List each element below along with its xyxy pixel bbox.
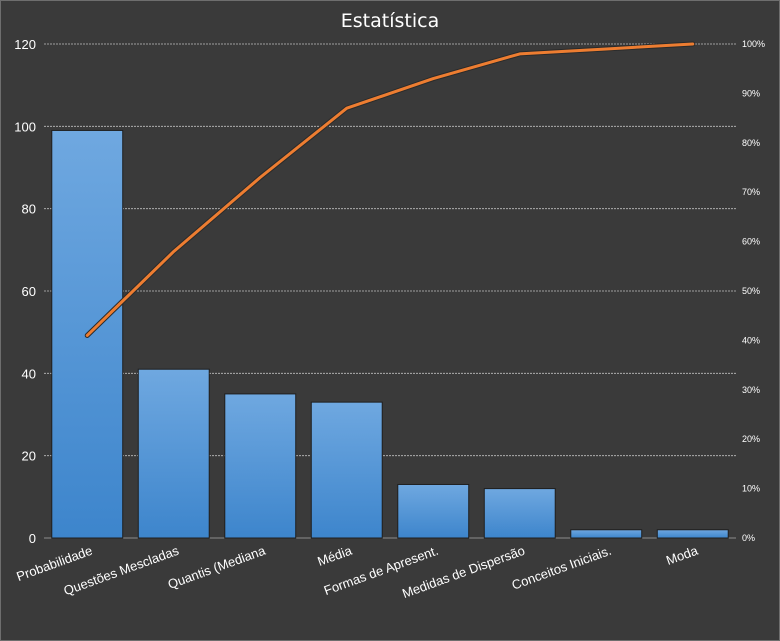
left-tick-label: 80 xyxy=(22,202,36,217)
right-axis-ticks: 0% 10% 20% 30% 40% 50% 60% 70% 80% 90% 100% xyxy=(742,39,765,543)
right-tick-label: 100% xyxy=(742,39,765,49)
cumulative-line-path xyxy=(85,42,695,337)
bar xyxy=(397,483,470,539)
left-tick-label: 100 xyxy=(14,119,36,134)
bar xyxy=(310,401,383,539)
right-tick-label: 30% xyxy=(742,385,760,395)
right-tick-label: 60% xyxy=(742,237,760,247)
right-tick-label: 70% xyxy=(742,187,760,197)
bar xyxy=(224,393,297,539)
right-tick-label: 50% xyxy=(742,286,760,296)
category-label: Média xyxy=(315,542,354,568)
left-tick-label: 20 xyxy=(22,449,36,464)
line-shadow xyxy=(84,41,696,338)
left-tick-label: 0 xyxy=(29,531,36,546)
category-label: Moda xyxy=(664,542,700,567)
left-axis-ticks: 0 20 40 60 80 100 120 xyxy=(14,37,36,546)
right-tick-label: 10% xyxy=(742,484,760,494)
right-tick-label: 40% xyxy=(742,335,760,345)
bar xyxy=(137,368,210,539)
category-label: Quantis (Mediana xyxy=(166,542,268,591)
category-label: Conceitos Iniciais. xyxy=(510,543,614,593)
bars xyxy=(51,129,729,539)
bar xyxy=(570,529,643,539)
left-tick-label: 120 xyxy=(14,37,36,52)
right-tick-label: 0% xyxy=(742,533,755,543)
left-tick-label: 40 xyxy=(22,366,36,381)
right-tick-label: 90% xyxy=(742,88,760,98)
cumulative-line xyxy=(84,41,696,338)
left-tick-label: 60 xyxy=(22,284,36,299)
right-tick-label: 80% xyxy=(742,138,760,148)
bar xyxy=(483,488,556,539)
chart-title: Estatística xyxy=(341,10,439,32)
bar xyxy=(656,529,729,539)
right-tick-label: 20% xyxy=(742,434,760,444)
